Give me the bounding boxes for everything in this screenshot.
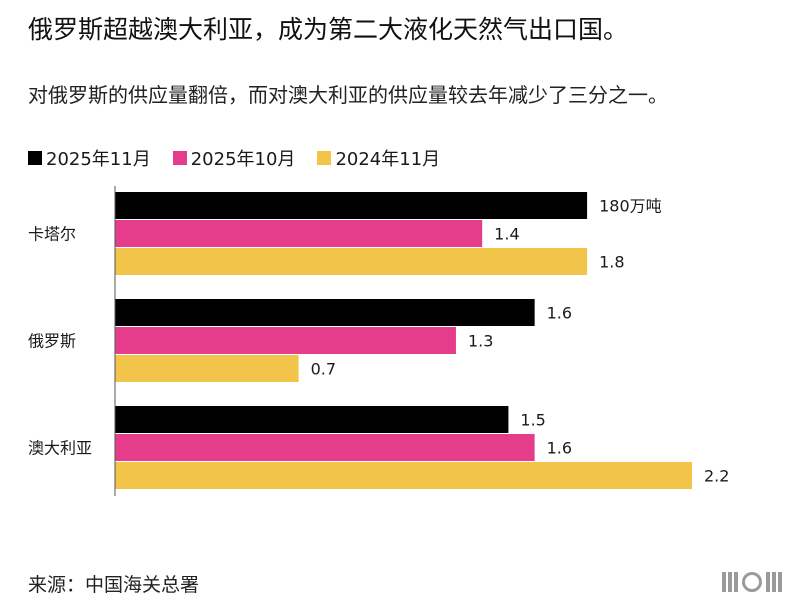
bar-2-series-1 — [115, 434, 535, 461]
legend-label-series-2: 2025年10月 — [190, 149, 296, 170]
watermark-logo-icon — [722, 572, 782, 592]
legend-item-series-1: 2025年11月 — [28, 145, 151, 171]
chart-subtitle: 对俄罗斯的供应量翻倍，而对澳大利亚的供应量较去年减少了三分之一。 — [28, 83, 668, 107]
category-label-1: 俄罗斯 — [28, 332, 76, 351]
data-label-0-series-0: 180万吨 — [599, 197, 662, 216]
data-label-0-series-2: 1.8 — [599, 253, 624, 272]
bar-0-series-1 — [115, 220, 483, 247]
category-label-2: 澳大利亚 — [28, 439, 92, 458]
data-label-1-series-1: 1.3 — [468, 332, 493, 351]
legend-swatch-series-1 — [28, 151, 42, 165]
data-label-0-series-1: 1.4 — [494, 225, 519, 244]
chart-title: 俄罗斯超越澳大利亚，成为第二大液化天然气出口国。 — [28, 15, 629, 44]
legend-item-series-3: 2024年11月 — [317, 145, 440, 171]
source-note: 来源：中国海关总署 — [28, 574, 200, 596]
legend: 2025年11月 2025年10月 2024年11月 — [28, 145, 462, 171]
data-label-1-series-0: 1.6 — [547, 304, 572, 323]
legend-label-series-1: 2025年11月 — [46, 149, 151, 170]
legend-swatch-series-2 — [172, 151, 187, 165]
bar-2-series-0 — [115, 406, 509, 433]
bar-1-series-1 — [115, 327, 456, 354]
legend-swatch-series-3 — [317, 151, 332, 165]
data-label-2-series-2: 2.2 — [704, 467, 729, 486]
data-label-2-series-1: 1.6 — [547, 439, 572, 458]
bar-0-series-0 — [115, 192, 588, 219]
bar-1-series-0 — [115, 299, 535, 326]
bar-2-series-2 — [115, 462, 692, 489]
legend-item-series-2: 2025年10月 — [172, 145, 296, 171]
bar-1-series-2 — [115, 355, 299, 382]
category-label-0: 卡塔尔 — [28, 225, 76, 244]
legend-label-series-3: 2024年11月 — [335, 149, 441, 170]
data-label-1-series-2: 0.7 — [311, 360, 336, 379]
bar-0-series-2 — [115, 248, 588, 275]
data-label-2-series-0: 1.5 — [520, 411, 545, 430]
